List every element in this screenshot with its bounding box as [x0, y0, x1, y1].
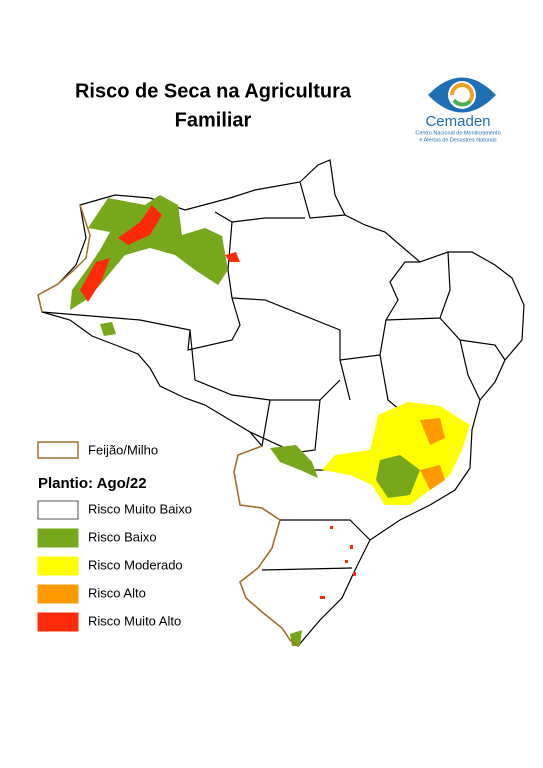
risk-area-very-high: [225, 252, 240, 262]
legend-swatch: [37, 528, 79, 548]
logo-ring: [452, 98, 472, 107]
risk-area-low: [100, 322, 116, 336]
legend-crop-swatch: [37, 441, 79, 459]
legend-label: Risco Muito Alto: [88, 613, 181, 628]
legend: Feijão/Milho Plantio: Ago/22 Risco Muito B…: [37, 441, 192, 632]
legend-swatch: [37, 500, 79, 520]
risk-area-very-high: [118, 205, 162, 245]
logo: Cemaden Centro Nacional de Monitoramento…: [415, 77, 501, 143]
title: Familiar: [175, 109, 252, 131]
risk-spot: [320, 596, 325, 599]
legend-label: Risco Muito Baixo: [88, 501, 192, 516]
risk-spot: [350, 545, 353, 549]
legend-crop-label: Feijão/Milho: [88, 442, 158, 457]
country-outline: [37, 159, 525, 647]
logo-subtitle: Centro Nacional de Monitoramento: [415, 130, 500, 136]
risk-area-low: [70, 195, 228, 310]
risk-area-high: [420, 418, 445, 445]
brazil-map: [37, 159, 525, 647]
risk-area-low: [376, 455, 420, 498]
risk-area-very-high: [80, 258, 110, 302]
legend-label: Risco Baixo: [88, 529, 157, 544]
logo-name: Cemaden: [425, 113, 490, 130]
logo-subtitle: e Alertas de Desastres Naturais: [419, 137, 497, 143]
risk-spot: [345, 560, 348, 563]
legend-label: Risco Alto: [88, 585, 146, 600]
title: Risco de Seca na Agricultura: [75, 80, 352, 102]
legend-swatch: [37, 584, 79, 604]
crop-outline: [37, 204, 299, 647]
risk-area-low: [270, 445, 318, 478]
risk-area-high: [420, 465, 445, 490]
state-border: [41, 181, 506, 571]
logo-ring: [450, 83, 474, 103]
risk-spots: [320, 526, 356, 599]
legend-label: Risco Moderado: [88, 557, 183, 572]
legend-planting: Plantio: Ago/22: [38, 475, 147, 492]
legend-swatch: [37, 612, 79, 632]
legend-swatch: [37, 556, 79, 576]
risk-spot: [330, 526, 333, 529]
risk-spot: [353, 572, 356, 576]
